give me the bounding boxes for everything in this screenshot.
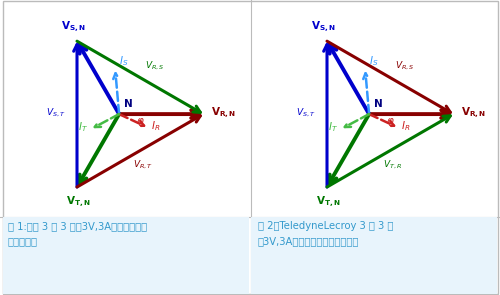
Text: $I_T$: $I_T$ <box>328 120 338 134</box>
Text: $V_{R,S}$: $V_{R,S}$ <box>145 60 165 72</box>
Text: $I_T$: $I_T$ <box>78 120 88 134</box>
Text: 图 1:横河 3 相 3 线（3V,3A）设置中电压
和电流关系: 图 1:横河 3 相 3 线（3V,3A）设置中电压 和电流关系 <box>8 221 146 246</box>
Text: $\varphi$: $\varphi$ <box>386 116 394 128</box>
Text: N: N <box>374 99 383 109</box>
Text: $V_{S,T}$: $V_{S,T}$ <box>296 107 316 119</box>
Text: $\mathbf{V_{R,N}}$: $\mathbf{V_{R,N}}$ <box>211 105 236 119</box>
Text: $I_S$: $I_S$ <box>368 54 378 68</box>
FancyBboxPatch shape <box>251 217 497 294</box>
Text: $\mathbf{V_{T,N}}$: $\mathbf{V_{T,N}}$ <box>316 195 341 209</box>
FancyBboxPatch shape <box>2 217 248 294</box>
Text: $I_S$: $I_S$ <box>118 54 128 68</box>
Text: $V_{T,R}$: $V_{T,R}$ <box>383 159 402 171</box>
Text: $\mathbf{V_{R,N}}$: $\mathbf{V_{R,N}}$ <box>461 105 486 119</box>
Text: $\mathbf{V_{T,N}}$: $\mathbf{V_{T,N}}$ <box>66 195 91 209</box>
Text: $I_R$: $I_R$ <box>401 119 410 133</box>
Text: $V_{R,S}$: $V_{R,S}$ <box>395 60 415 72</box>
Text: $I_R$: $I_R$ <box>151 119 160 133</box>
Text: $V_{R,T}$: $V_{R,T}$ <box>132 159 152 171</box>
Text: N: N <box>124 99 133 109</box>
Text: $V_{S,T}$: $V_{S,T}$ <box>46 107 66 119</box>
Text: 图 2：TeledyneLecroy 3 相 3 线
（3V,3A）设置中电压和电流关系: 图 2：TeledyneLecroy 3 相 3 线 （3V,3A）设置中电压和… <box>258 221 393 246</box>
Text: $\mathbf{V_{S,N}}$: $\mathbf{V_{S,N}}$ <box>311 19 336 34</box>
FancyBboxPatch shape <box>2 1 498 294</box>
Text: $\mathbf{V_{S,N}}$: $\mathbf{V_{S,N}}$ <box>61 19 86 34</box>
Text: $\varphi$: $\varphi$ <box>136 116 144 128</box>
